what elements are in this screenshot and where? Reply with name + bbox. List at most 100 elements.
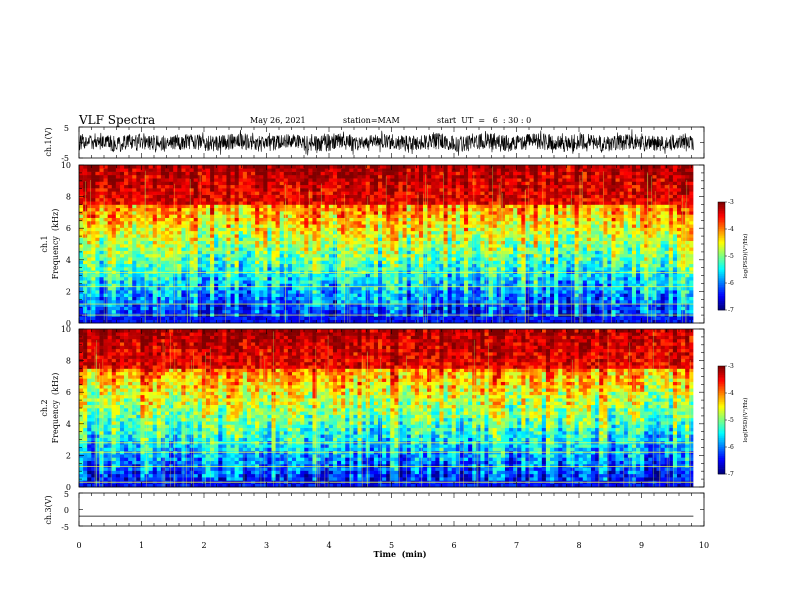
spectrogram-cell: [431, 174, 436, 179]
spectrogram-cell: [402, 257, 407, 261]
spectrogram-cell: [324, 194, 330, 199]
spectrogram-cell: [140, 237, 145, 242]
spectrogram-cell: [414, 194, 420, 199]
spectrogram-cell: [312, 168, 317, 172]
spectrogram-cell: [418, 178, 424, 182]
spectrogram-cell: [390, 184, 395, 189]
spectrogram-cell: [382, 211, 387, 215]
spectrogram-cell: [308, 191, 313, 195]
spectrogram-cell: [152, 217, 158, 222]
spectrogram-cell: [160, 247, 166, 251]
spectrogram-cell: [402, 188, 407, 192]
spectrogram-cell: [447, 250, 453, 255]
spectrogram-cell: [447, 230, 453, 235]
spectrogram-cell: [148, 217, 154, 222]
spectrogram-cell: [246, 296, 252, 301]
spectrogram-cell: [111, 296, 117, 301]
spectrogram-cell: [144, 191, 149, 195]
spectrogram-cell: [119, 244, 125, 248]
spectrogram-cell: [357, 296, 362, 301]
spectrogram-cell: [492, 290, 498, 294]
spectrogram-cell: [226, 204, 231, 209]
spectrogram-cell: [296, 267, 301, 271]
spectrogram-cell: [238, 224, 244, 228]
spectrogram-cell: [99, 299, 104, 304]
spectrogram-cell: [341, 204, 346, 209]
spectrogram-cell: [230, 230, 235, 235]
spectrogram-cell: [140, 220, 145, 225]
spectrogram-cell: [394, 250, 399, 255]
spectrogram-cell: [234, 290, 240, 294]
spectrogram-cell: [386, 319, 391, 324]
spectrogram-cell: [181, 273, 186, 278]
spectrogram-cell: [365, 191, 371, 195]
spectrogram-cell: [283, 244, 289, 248]
spectrogram-cell: [345, 286, 350, 291]
spectrogram-cell: [390, 211, 395, 215]
spectrogram-cell: [79, 247, 84, 251]
spectrogram-cell: [140, 227, 145, 232]
spectrogram-cell: [296, 214, 301, 218]
spectrogram-cell: [296, 211, 301, 215]
spectrogram-cell: [128, 188, 133, 192]
spectrogram-cell: [382, 293, 387, 297]
spectrogram-cell: [230, 273, 235, 278]
spectrogram-cell: [189, 174, 194, 179]
spectrogram-cell: [447, 207, 453, 212]
spectrogram-cell: [259, 260, 264, 265]
spectrogram-cell: [132, 244, 137, 248]
spectrogram-cell: [193, 227, 199, 232]
spectrogram-cell: [394, 247, 399, 251]
spectrogram-cell: [468, 168, 473, 172]
spectrogram-cell: [398, 174, 403, 179]
spectrogram-cell: [148, 174, 154, 179]
spectrogram-cell: [480, 211, 485, 215]
spectrogram-cell: [439, 230, 444, 235]
spectrogram-cell: [410, 207, 416, 212]
spectrogram-cell: [99, 178, 104, 182]
spectrogram-cell: [210, 201, 215, 205]
spectrogram-cell: [251, 273, 256, 278]
spectrogram-cell: [218, 240, 223, 245]
spectrogram-cell: [418, 253, 424, 258]
spectrogram-cell: [365, 165, 371, 169]
spectrogram-cell: [447, 303, 453, 307]
spectrogram-cell: [291, 217, 297, 222]
spectrogram-cell: [406, 247, 412, 251]
spectrogram-cell: [136, 299, 141, 304]
spectrogram-cell: [337, 309, 342, 314]
spectrogram-cell: [107, 230, 113, 235]
spectrogram-cell: [124, 276, 129, 281]
spectrogram-cell: [148, 293, 154, 297]
spectrogram-cell: [451, 188, 457, 192]
spectrogram-cell: [378, 303, 383, 307]
spectrogram-cell: [119, 188, 125, 192]
spectrogram-cell: [492, 234, 498, 238]
spectrogram-cell: [140, 204, 145, 209]
spectrogram-cell: [341, 181, 346, 186]
spectrogram-cell: [242, 168, 248, 172]
spectrogram-cell: [173, 267, 178, 271]
spectrogram-cell: [394, 306, 399, 311]
spectrogram-cell: [267, 194, 272, 199]
spectrogram-cell: [124, 168, 129, 172]
spectrogram-cell: [353, 181, 358, 186]
spectrogram-cell: [455, 234, 461, 238]
spectrogram-cell: [308, 227, 313, 232]
spectrogram-cell: [328, 260, 334, 265]
spectrogram-cell: [99, 217, 104, 222]
spectrogram-cell: [398, 296, 403, 301]
spectrogram-cell: [193, 207, 199, 212]
spectrogram-cell: [291, 299, 297, 304]
spectrogram-cell: [320, 253, 326, 258]
spectrogram-cell: [99, 263, 104, 268]
spectrogram-cell: [476, 240, 481, 245]
spectrogram-cell: [345, 234, 350, 238]
spectrogram-cell: [177, 280, 182, 284]
spectrogram-cell: [349, 237, 354, 242]
spectrogram-cell: [177, 250, 182, 255]
spectrogram-cell: [242, 309, 248, 314]
spectrogram-cell: [246, 171, 252, 176]
spectrogram-cell: [373, 290, 379, 294]
spectrogram-cell: [324, 178, 330, 182]
